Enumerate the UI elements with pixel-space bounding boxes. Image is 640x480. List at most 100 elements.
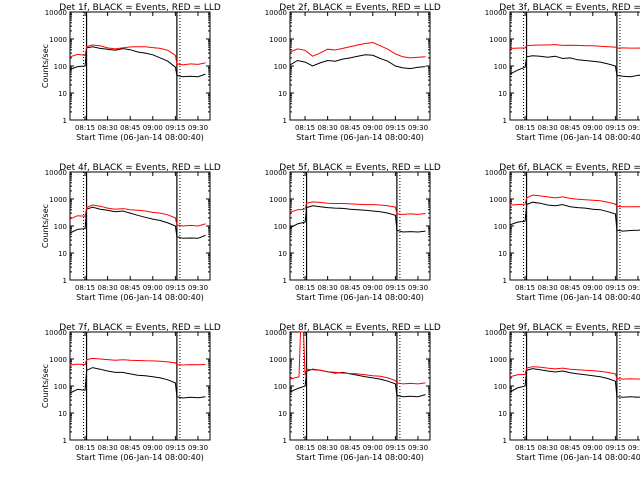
chart-title: Det 5f, BLACK = Events, RED = LLD (279, 163, 441, 173)
y-tick-label: 10 (498, 410, 507, 418)
plot-frame (509, 331, 640, 441)
series-line-lld (289, 331, 426, 385)
x-tick-label: 08:15 (515, 124, 535, 132)
x-tick-label: 09:00 (143, 284, 163, 292)
x-tick-label: 09:00 (143, 124, 163, 132)
y-tick-label: 1 (283, 277, 287, 285)
chart-panel: Det 8f, BLACK = Events, RED = LLD 1 10 100 1… (265, 323, 441, 462)
chart-panel: Det 9f, BLACK = Events, RED = LLD 1 10 100 1… (485, 323, 640, 462)
x-tick-label: 09:00 (143, 444, 163, 452)
x-axis-label: Start Time (06-Jan-14 08:00:40) (516, 293, 640, 302)
y-tick-label: 1000 (49, 36, 67, 44)
y-tick-label: 100 (274, 223, 287, 231)
chart-title: Det 1f, BLACK = Events, RED = LLD (59, 3, 221, 13)
y-tick-label: 1 (283, 117, 287, 125)
series-line-lld (289, 41, 426, 59)
y-axis-label: Counts/sec (41, 204, 50, 248)
series-line-lld (289, 201, 426, 215)
x-axis-label: Start Time (06-Jan-14 08:00:40) (516, 453, 640, 462)
x-axis-label: Start Time (06-Jan-14 08:00:40) (296, 133, 424, 142)
y-tick-label: 1000 (269, 196, 287, 204)
x-tick-label: 08:30 (538, 284, 558, 292)
x-tick-label: 08:30 (98, 444, 118, 452)
y-tick-label: 10 (278, 90, 287, 98)
x-tick-label: 08:15 (75, 444, 95, 452)
chart-title: Det 4f, BLACK = Events, RED = LLD (59, 163, 221, 173)
x-tick-label: 08:45 (560, 124, 580, 132)
x-tick-label: 09:30 (628, 444, 640, 452)
x-tick-label: 09:00 (583, 444, 603, 452)
y-axis-label: Counts/sec (41, 44, 50, 88)
x-axis-label: Start Time (06-Jan-14 08:00:40) (76, 133, 204, 142)
x-tick-label: 08:15 (75, 284, 95, 292)
chart-panel: Det 6f, BLACK = Events, RED = LLD 1 10 100 1… (485, 163, 640, 302)
x-tick-label: 08:15 (295, 284, 315, 292)
x-tick-label: 09:15 (385, 284, 405, 292)
x-axis-label: Start Time (06-Jan-14 08:00:40) (76, 453, 204, 462)
y-tick-label: 10 (58, 90, 67, 98)
series-line-lld (69, 44, 206, 66)
y-tick-label: 10000 (265, 9, 287, 17)
series-line-events (509, 201, 640, 232)
x-tick-label: 08:30 (98, 284, 118, 292)
y-tick-label: 100 (54, 383, 67, 391)
plot-frame (69, 11, 211, 121)
y-tick-label: 1000 (269, 356, 287, 364)
plot-frame (509, 11, 640, 121)
chart-title: Det 2f, BLACK = Events, RED = LLD (279, 3, 441, 13)
plot-frame (509, 171, 640, 281)
x-tick-label: 09:30 (188, 124, 208, 132)
y-tick-label: 1000 (269, 36, 287, 44)
x-tick-label: 09:30 (188, 444, 208, 452)
x-tick-label: 08:45 (340, 444, 360, 452)
x-tick-label: 08:30 (318, 444, 338, 452)
series-line-events (509, 55, 640, 78)
y-tick-label: 100 (494, 63, 507, 71)
x-tick-label: 08:15 (75, 124, 95, 132)
y-tick-label: 10 (278, 250, 287, 258)
x-tick-label: 09:00 (363, 284, 383, 292)
x-tick-label: 08:45 (340, 124, 360, 132)
x-tick-label: 08:15 (515, 284, 535, 292)
y-tick-label: 1 (63, 117, 67, 125)
x-tick-label: 09:00 (363, 124, 383, 132)
chart-title: Det 9f, BLACK = Events, RED = LLD (499, 323, 640, 333)
y-tick-label: 10000 (45, 329, 67, 337)
y-tick-label: 1000 (489, 36, 507, 44)
x-tick-label: 09:00 (583, 124, 603, 132)
y-tick-label: 10000 (45, 169, 67, 177)
y-tick-label: 1000 (49, 196, 67, 204)
x-tick-label: 08:45 (340, 284, 360, 292)
y-tick-label: 1 (503, 437, 507, 445)
y-tick-label: 10 (58, 250, 67, 258)
x-tick-label: 09:15 (605, 284, 625, 292)
x-tick-label: 09:15 (165, 444, 185, 452)
plot-frame (289, 331, 431, 441)
x-tick-label: 08:15 (295, 444, 315, 452)
x-tick-label: 09:30 (628, 124, 640, 132)
x-tick-label: 09:15 (165, 284, 185, 292)
x-tick-label: 09:15 (605, 444, 625, 452)
x-tick-label: 08:45 (560, 284, 580, 292)
y-tick-label: 10 (498, 90, 507, 98)
x-tick-label: 08:45 (120, 444, 140, 452)
chart-title: Det 7f, BLACK = Events, RED = LLD (59, 323, 221, 333)
x-axis-label: Start Time (06-Jan-14 08:00:40) (516, 133, 640, 142)
x-tick-label: 08:15 (295, 124, 315, 132)
chart-panel: Det 2f, BLACK = Events, RED = LLD 1 10 100 1… (265, 3, 441, 142)
chart-title: Det 3f, BLACK = Events, RED = LLD (499, 3, 640, 13)
series-line-events (289, 54, 426, 70)
x-tick-label: 09:15 (165, 124, 185, 132)
y-tick-label: 10000 (485, 9, 507, 17)
x-tick-label: 08:15 (515, 444, 535, 452)
series-line-lld (69, 357, 206, 366)
chart-panel: Det 3f, BLACK = Events, RED = LLD 1 10 100 1… (485, 3, 640, 142)
x-tick-label: 08:45 (120, 124, 140, 132)
x-axis-label: Start Time (06-Jan-14 08:00:40) (76, 293, 204, 302)
y-axis-label: Counts/sec (41, 364, 50, 408)
series-line-lld (509, 44, 640, 49)
series-line-events (69, 367, 206, 399)
x-tick-label: 09:15 (605, 124, 625, 132)
x-tick-label: 08:45 (560, 444, 580, 452)
x-tick-label: 08:30 (318, 284, 338, 292)
